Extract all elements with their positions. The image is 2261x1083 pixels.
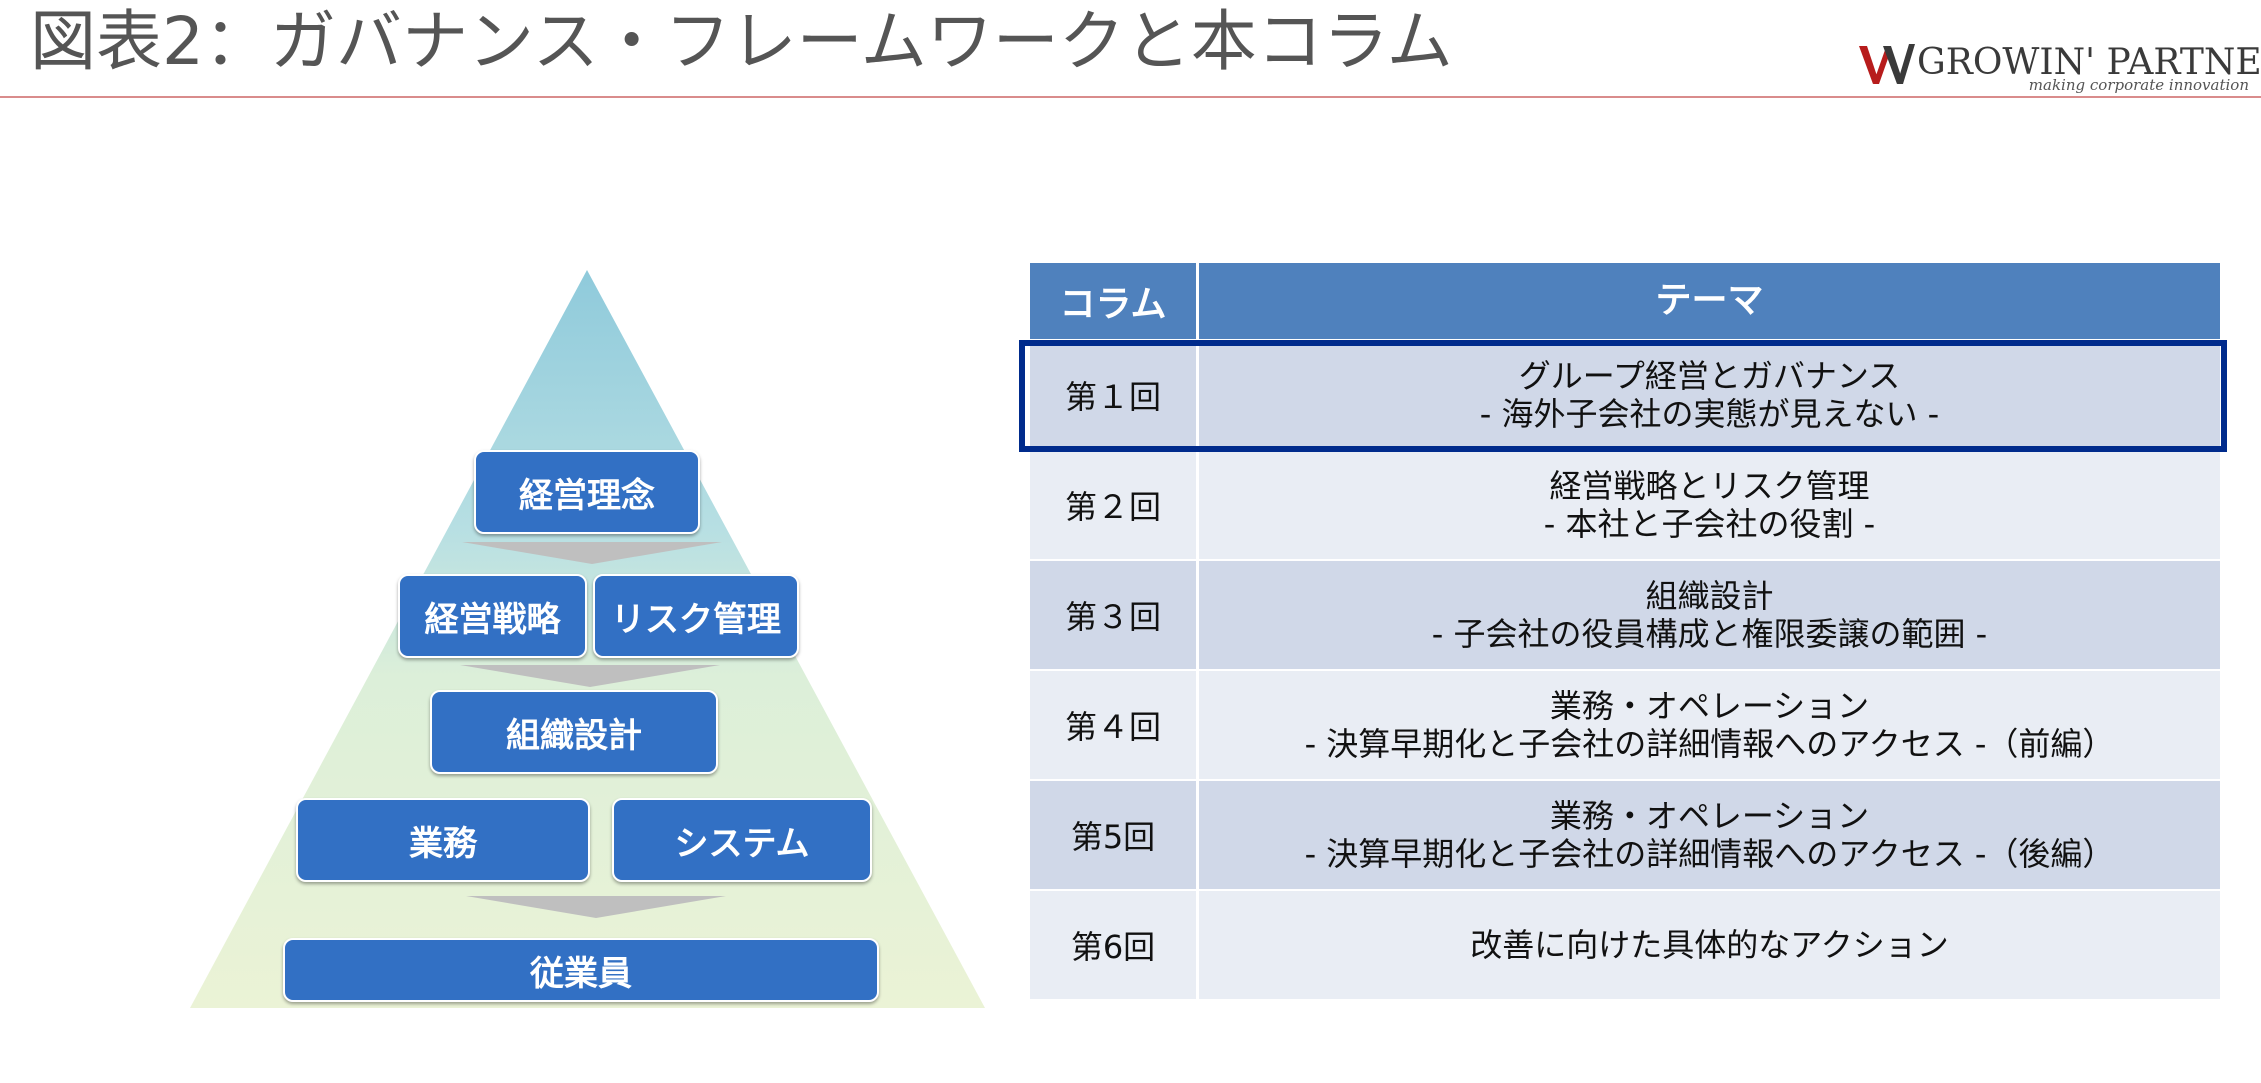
theme-subtitle: - 子会社の役員構成と権限委譲の範囲 - bbox=[1431, 615, 1988, 653]
arrow-down-2 bbox=[460, 665, 720, 687]
column-number: 第３回 bbox=[1030, 561, 1199, 669]
theme-subtitle: - 決算早期化と子会社の詳細情報へのアクセス -（前編） bbox=[1304, 725, 2115, 763]
governance-pyramid: 経営理念 経営戦略 リスク管理 組織設計 業務 システム 従業員 bbox=[190, 270, 985, 1010]
table-row: 第6回 改善に向けた具体的なアクション bbox=[1030, 889, 2220, 999]
column-number: 第１回 bbox=[1030, 341, 1199, 449]
theme-cell: 改善に向けた具体的なアクション bbox=[1199, 891, 2220, 999]
theme-subtitle: - 本社と子会社の役割 - bbox=[1543, 505, 1876, 543]
logo-tagline: making corporate innovation bbox=[2028, 76, 2249, 94]
pyramid-box-philosophy: 経営理念 bbox=[474, 450, 700, 534]
theme-cell: 業務・オペレーション - 決算早期化と子会社の詳細情報へのアクセス -（前編） bbox=[1199, 671, 2220, 779]
column-number: 第6回 bbox=[1030, 891, 1199, 999]
current-column-highlight bbox=[1019, 340, 2227, 452]
pyramid-background bbox=[190, 270, 985, 1008]
column-number: 第5回 bbox=[1030, 781, 1199, 889]
company-logo: GROWIN' PARTNERS making corporate innova… bbox=[1859, 40, 2261, 98]
header-column: コラム bbox=[1030, 263, 1199, 339]
theme-cell: 経営戦略とリスク管理 - 本社と子会社の役割 - bbox=[1199, 451, 2220, 559]
theme-cell: 業務・オペレーション - 決算早期化と子会社の詳細情報へのアクセス -（後編） bbox=[1199, 781, 2220, 889]
pyramid-box-strategy: 経営戦略 bbox=[398, 574, 587, 658]
table-row: 第４回 業務・オペレーション - 決算早期化と子会社の詳細情報へのアクセス -（… bbox=[1030, 669, 2220, 779]
pyramid-box-system: システム bbox=[612, 798, 872, 882]
pyramid-box-org-design: 組織設計 bbox=[430, 690, 718, 774]
slide-title: 図表2：ガバナンス・フレームワークと本コラム bbox=[30, 3, 1453, 80]
logo-w-mark-icon bbox=[1859, 44, 1915, 84]
column-number: 第４回 bbox=[1030, 671, 1199, 779]
table-row: 第３回 組織設計 - 子会社の役員構成と権限委譲の範囲 - bbox=[1030, 559, 2220, 669]
theme-cell: 組織設計 - 子会社の役員構成と権限委譲の範囲 - bbox=[1199, 561, 2220, 669]
pyramid-box-risk: リスク管理 bbox=[593, 574, 799, 658]
column-table: コラム テーマ 第１回 グループ経営とガバナンス - 海外子会社の実態が見えない… bbox=[1030, 263, 2220, 999]
arrow-down-3 bbox=[466, 896, 726, 918]
logo-name: GROWIN' PARTNERS bbox=[1917, 42, 2261, 83]
column-number: 第２回 bbox=[1030, 451, 1199, 559]
arrow-down-1 bbox=[462, 542, 722, 564]
theme-subtitle: - 決算早期化と子会社の詳細情報へのアクセス -（後編） bbox=[1304, 835, 2115, 873]
pyramid-box-employees: 従業員 bbox=[283, 938, 879, 1002]
theme-title: 改善に向けた具体的なアクション bbox=[1470, 926, 1949, 964]
theme-cell: グループ経営とガバナンス - 海外子会社の実態が見えない - bbox=[1199, 341, 2220, 449]
table-row: 第5回 業務・オペレーション - 決算早期化と子会社の詳細情報へのアクセス -（… bbox=[1030, 779, 2220, 889]
theme-title: 業務・オペレーション bbox=[1549, 797, 1870, 835]
theme-title: グループ経営とガバナンス bbox=[1518, 357, 1901, 395]
table-row: 第２回 経営戦略とリスク管理 - 本社と子会社の役割 - bbox=[1030, 449, 2220, 559]
header-theme: テーマ bbox=[1655, 280, 1764, 321]
theme-subtitle: - 海外子会社の実態が見えない - bbox=[1479, 395, 1940, 433]
title-divider bbox=[0, 96, 2261, 98]
theme-title: 経営戦略とリスク管理 bbox=[1549, 467, 1870, 505]
theme-title: 業務・オペレーション bbox=[1549, 687, 1870, 725]
pyramid-box-operations: 業務 bbox=[296, 798, 590, 882]
theme-title: 組織設計 bbox=[1645, 577, 1774, 615]
table-header: コラム テーマ bbox=[1030, 263, 2220, 339]
